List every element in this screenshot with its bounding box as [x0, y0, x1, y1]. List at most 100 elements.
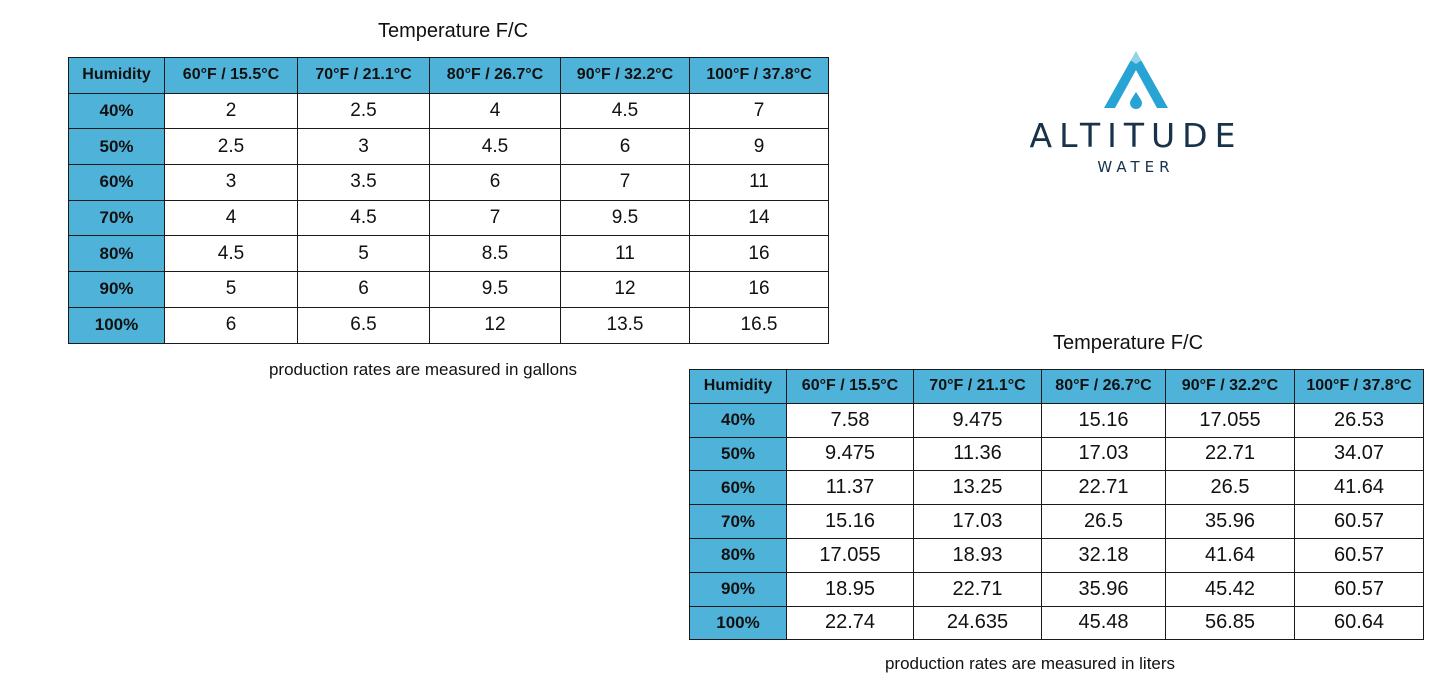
- humidity-row-header: 90%: [689, 571, 787, 607]
- table-cell: 60.57: [1294, 537, 1424, 573]
- humidity-row-header: 100%: [68, 306, 165, 344]
- humidity-row-header: 60%: [68, 164, 165, 201]
- mountain-drop-icon: [1104, 51, 1168, 109]
- table-cell: 34.07: [1294, 436, 1424, 472]
- table-cell: 7: [689, 92, 829, 130]
- table-cell: 17.03: [913, 504, 1042, 539]
- humidity-row-header: 80%: [68, 235, 165, 273]
- table-cell: 4.5: [560, 92, 690, 130]
- column-header: 90°F / 32.2°C: [560, 57, 690, 94]
- table-cell: 22.71: [1041, 470, 1166, 506]
- table-row: 100% 22.74 24.635 45.48 56.85 60.64: [689, 605, 1424, 641]
- humidity-row-header: 50%: [68, 128, 165, 166]
- table-row: 50% 9.475 11.36 17.03 22.71 34.07: [689, 436, 1424, 472]
- humidity-row-header: 80%: [689, 537, 787, 573]
- table-cell: 9.475: [786, 436, 914, 472]
- table-row: 100% 6 6.5 12 13.5 16.5: [68, 306, 829, 344]
- gallons-table-title: Temperature F/C: [377, 20, 529, 42]
- table-cell: 26.53: [1294, 402, 1424, 438]
- table-cell: 13.25: [913, 470, 1042, 506]
- table-cell: 6: [429, 164, 561, 201]
- table-cell: 16: [689, 235, 829, 273]
- table-cell: 14: [689, 199, 829, 237]
- column-header: 70°F / 21.1°C: [297, 57, 430, 94]
- table-cell: 5: [297, 235, 430, 273]
- table-cell: 15.16: [1041, 402, 1166, 438]
- table-cell: 16.5: [689, 306, 829, 344]
- table-cell: 9.475: [913, 402, 1042, 438]
- table-cell: 7.58: [786, 402, 914, 438]
- table-row: 60% 11.37 13.25 22.71 26.5 41.64: [689, 470, 1424, 506]
- table-cell: 45.42: [1165, 571, 1295, 607]
- table-cell: 6.5: [297, 306, 430, 344]
- table-cell: 3.5: [297, 164, 430, 201]
- table-cell: 45.48: [1041, 605, 1166, 641]
- table-cell: 2.5: [164, 128, 298, 166]
- humidity-row-header: 100%: [689, 605, 787, 641]
- table-cell: 4: [429, 92, 561, 130]
- table-cell: 12: [429, 306, 561, 344]
- table-row: 90% 18.95 22.71 35.96 45.42 60.57: [689, 571, 1424, 607]
- table-cell: 17.055: [786, 537, 914, 573]
- table-cell: 6: [164, 306, 298, 344]
- table-cell: 7: [429, 199, 561, 237]
- table-cell: 15.16: [786, 504, 914, 539]
- table-cell: 3: [297, 128, 430, 166]
- humidity-row-header: 40%: [68, 92, 165, 130]
- table-cell: 9.5: [560, 199, 690, 237]
- column-header: 100°F / 37.8°C: [689, 57, 829, 94]
- table-cell: 35.96: [1041, 571, 1166, 607]
- table-cell: 4.5: [429, 128, 561, 166]
- table-cell: 2.5: [297, 92, 430, 130]
- table-row: 70% 4 4.5 7 9.5 14: [68, 199, 829, 237]
- table-row: 80% 17.055 18.93 32.18 41.64 60.57: [689, 537, 1424, 573]
- table-cell: 9: [689, 128, 829, 166]
- table-cell: 60.57: [1294, 571, 1424, 607]
- column-header: 80°F / 26.7°C: [1041, 369, 1166, 404]
- table-cell: 17.055: [1165, 402, 1295, 438]
- table-cell: 3: [164, 164, 298, 201]
- humidity-row-header: 70%: [689, 504, 787, 539]
- logo-wordmark: ALTITUDE: [1029, 116, 1243, 155]
- table-cell: 6: [297, 271, 430, 308]
- column-header: Humidity: [689, 369, 787, 404]
- table-cell: 11.36: [913, 436, 1042, 472]
- humidity-row-header: 60%: [689, 470, 787, 506]
- table-cell: 22.71: [913, 571, 1042, 607]
- humidity-row-header: 50%: [689, 436, 787, 472]
- table-cell: 7: [560, 164, 690, 201]
- table-cell: 12: [560, 271, 690, 308]
- table-cell: 60.57: [1294, 504, 1424, 539]
- column-header: Humidity: [68, 57, 165, 94]
- table-cell: 41.64: [1294, 470, 1424, 506]
- table-cell: 60.64: [1294, 605, 1424, 641]
- table-cell: 22.74: [786, 605, 914, 641]
- table-cell: 9.5: [429, 271, 561, 308]
- table-cell: 2: [164, 92, 298, 130]
- table-row: 80% 4.5 5 8.5 11 16: [68, 235, 829, 273]
- table-cell: 17.03: [1041, 436, 1166, 472]
- table-cell: 26.5: [1165, 470, 1295, 506]
- table-cell: 35.96: [1165, 504, 1295, 539]
- column-header: 70°F / 21.1°C: [913, 369, 1042, 404]
- table-cell: 4.5: [164, 235, 298, 273]
- column-header: 60°F / 15.5°C: [164, 57, 298, 94]
- table-row: 70% 15.16 17.03 26.5 35.96 60.57: [689, 504, 1424, 539]
- liters-table-title: Temperature F/C: [1052, 332, 1204, 354]
- table-row: 60% 3 3.5 6 7 11: [68, 164, 829, 201]
- table-row: 40% 7.58 9.475 15.16 17.055 26.53: [689, 402, 1424, 438]
- table-cell: 11: [560, 235, 690, 273]
- liters-table-note: production rates are measured in liters: [884, 654, 1176, 673]
- table-cell: 18.95: [786, 571, 914, 607]
- column-header: 80°F / 26.7°C: [429, 57, 561, 94]
- column-header: 60°F / 15.5°C: [786, 369, 914, 404]
- table-cell: 4.5: [297, 199, 430, 237]
- table-header-row: Humidity 60°F / 15.5°C 70°F / 21.1°C 80°…: [689, 369, 1424, 404]
- humidity-row-header: 70%: [68, 199, 165, 237]
- table-cell: 18.93: [913, 537, 1042, 573]
- table-cell: 4: [164, 199, 298, 237]
- liters-table: Humidity 60°F / 15.5°C 70°F / 21.1°C 80°…: [689, 369, 1424, 641]
- table-row: 90% 5 6 9.5 12 16: [68, 271, 829, 308]
- table-cell: 24.635: [913, 605, 1042, 641]
- table-cell: 11.37: [786, 470, 914, 506]
